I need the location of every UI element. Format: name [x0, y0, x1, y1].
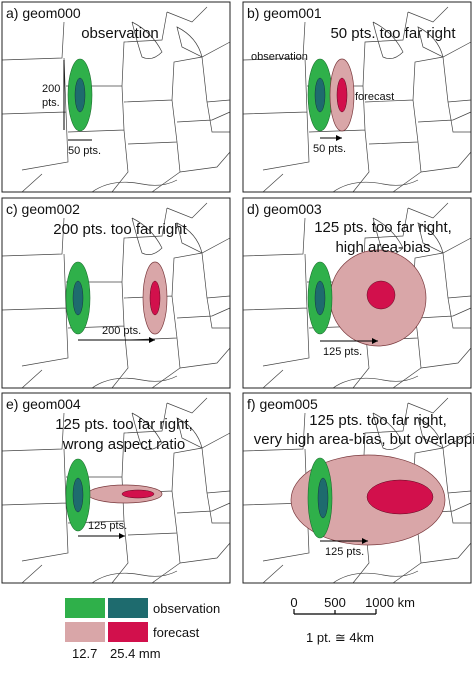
panel-label: e) geom004 — [6, 396, 81, 412]
legend-swatch — [65, 598, 105, 618]
panel-e: e) geom004 125 pts. too far right, wrong… — [1, 392, 231, 584]
panel-title: 200 pts. too far right — [53, 221, 187, 238]
legend: observation forecast 12.7 25.4 mm — [65, 598, 220, 661]
legend-swatch — [108, 622, 148, 642]
observation-core — [74, 77, 86, 113]
legend-label: forecast — [153, 625, 200, 640]
annotation: observation — [251, 51, 308, 63]
panel-b: b) geom001 50 pts. too far right observa… — [242, 1, 472, 193]
panel-title: 125 pts. too far right, — [309, 412, 447, 429]
legend-label: 12.7 — [72, 646, 97, 661]
annotation: 125 pts. — [325, 546, 364, 558]
panel-label: b) geom001 — [247, 5, 322, 21]
panel-c: c) geom002 200 pts. too far right 200 pt… — [1, 197, 231, 389]
panel-a: a) geom000 observation 200 pts. 50 pts. — [1, 1, 231, 193]
scale-label: 500 — [324, 595, 346, 610]
scale-bar: 0 500 1000 km 1 pt. ≅ 4km — [290, 595, 415, 645]
legend-label: observation — [153, 601, 220, 616]
panel-title: observation — [81, 25, 159, 42]
panel-label: a) geom000 — [6, 5, 81, 21]
legend-swatch — [65, 622, 105, 642]
annotation: 50 pts. — [68, 145, 101, 157]
legend-swatch — [108, 598, 148, 618]
scale-label: 1000 km — [365, 595, 415, 610]
annotation: forecast — [355, 91, 394, 103]
panel-label: c) geom002 — [6, 201, 80, 217]
panel-title: 125 pts. too far right, — [55, 416, 193, 433]
panel-title: 125 pts. too far right, — [314, 219, 452, 236]
panel-f: f) geom005 125 pts. too far right, very … — [242, 392, 474, 584]
scale-label: 0 — [290, 595, 297, 610]
panel-title: 50 pts. too far right — [330, 25, 456, 42]
legend-label: 25.4 mm — [110, 646, 161, 661]
panel-label: f) geom005 — [247, 396, 318, 412]
annotation: 125 pts. — [88, 520, 127, 532]
panel-title: wrong aspect ratio — [62, 436, 186, 453]
annotation: 200 pts. — [102, 325, 141, 337]
panel-title: high area-bias — [335, 239, 430, 256]
panel-label: d) geom003 — [247, 201, 322, 217]
scale-note: 1 pt. ≅ 4km — [306, 630, 374, 645]
panel-d: d) geom003 125 pts. too far right, high … — [242, 197, 472, 389]
annotation: pts. — [42, 97, 60, 109]
annotation: 200 — [42, 83, 60, 95]
annotation: 125 pts. — [323, 346, 362, 358]
annotation: 50 pts. — [313, 143, 346, 155]
panel-title: very high area-bias, but overlapping — [254, 431, 474, 448]
